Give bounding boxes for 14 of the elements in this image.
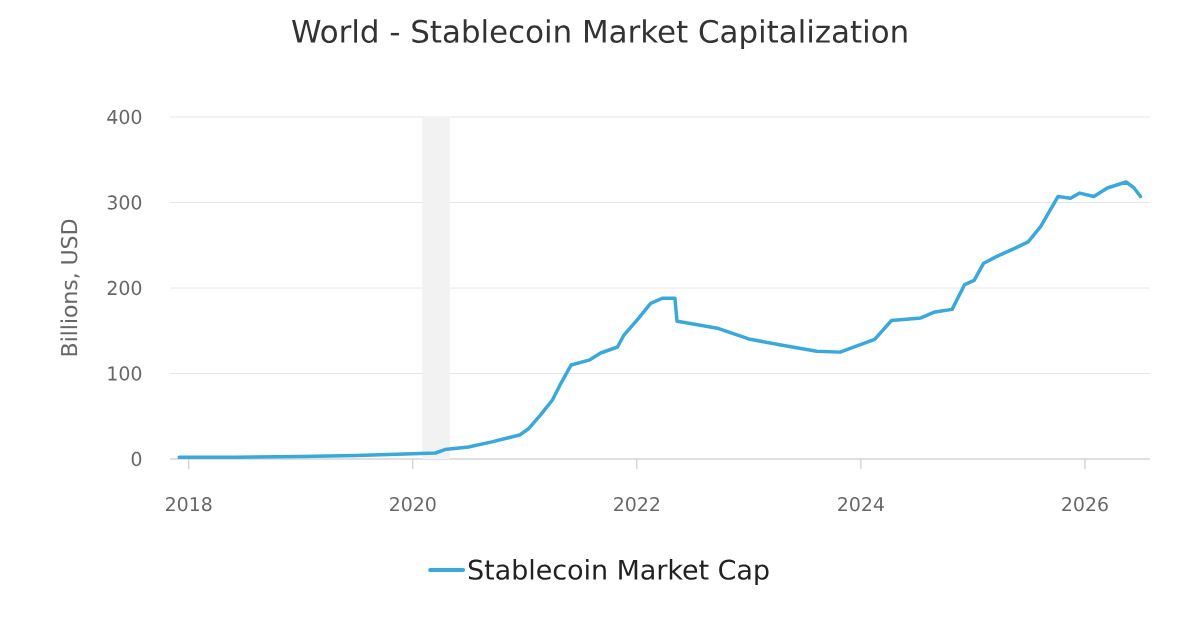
y-tick-label: 0 bbox=[131, 451, 142, 467]
x-tick-label: 2022 bbox=[614, 496, 660, 512]
y-tick-label: 200 bbox=[107, 280, 142, 296]
legend-label: Stablecoin Market Cap bbox=[468, 559, 769, 586]
y-tick-label: 100 bbox=[108, 366, 142, 381]
y-tick-label: 400 bbox=[107, 109, 142, 125]
x-tick-label: 2026 bbox=[1062, 496, 1108, 512]
y-axis-title: Billions, USD bbox=[60, 219, 80, 356]
line-series bbox=[177, 180, 1143, 459]
chart-title: World - Stablecoin Market Capitalization bbox=[292, 19, 907, 50]
x-tick-label: 2024 bbox=[838, 496, 884, 512]
x-tick-label: 2018 bbox=[166, 496, 212, 512]
x-tick-label: 2020 bbox=[390, 496, 436, 512]
y-tick-label: 300 bbox=[107, 195, 142, 210]
